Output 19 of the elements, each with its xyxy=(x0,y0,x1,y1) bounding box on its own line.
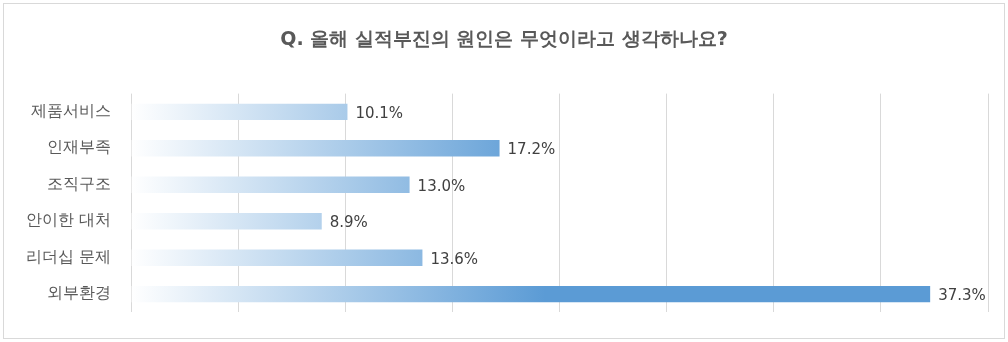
data-label: 13.6% xyxy=(430,249,479,268)
y-tick-label: 리더십 문제 xyxy=(25,246,112,266)
data-label: 13.0% xyxy=(417,176,466,195)
y-tick-label: 조직구조 xyxy=(47,173,112,193)
y-tick-label: 외부환경 xyxy=(47,283,112,303)
data-label: 8.9% xyxy=(329,213,368,232)
bar xyxy=(131,249,423,266)
y-tick-label: 제품서비스 xyxy=(31,100,112,120)
bar xyxy=(131,103,348,121)
y-tick-label: 안이한 대처 xyxy=(25,210,112,230)
data-label: 10.1% xyxy=(355,103,404,122)
y-tick-label: 인재부족 xyxy=(47,137,112,157)
chart-title: Q. 올해 실적부진의 원인은 무엇이라고 생각하나요? xyxy=(279,26,729,51)
bar xyxy=(131,213,322,230)
data-label: 37.3% xyxy=(938,286,986,305)
bar xyxy=(131,140,500,157)
bar xyxy=(131,285,931,303)
bar xyxy=(131,176,410,193)
data-label: 17.2% xyxy=(507,140,556,159)
